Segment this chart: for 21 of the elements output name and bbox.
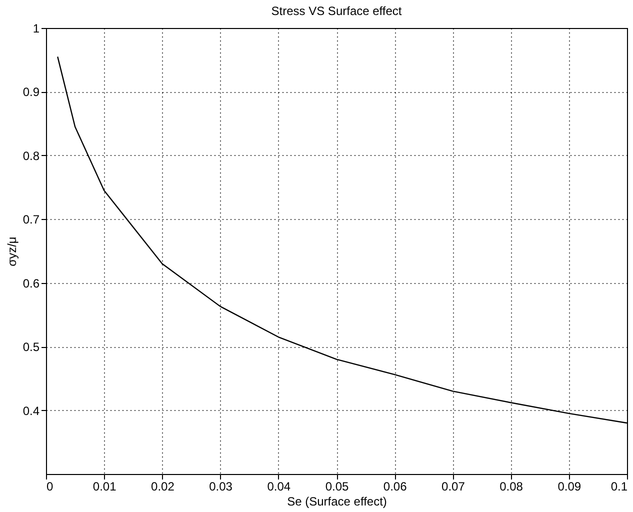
- x-tick-label: 0.08: [500, 480, 524, 494]
- x-tick-label: 0.01: [92, 480, 117, 494]
- y-tick-label: 0.9: [22, 85, 40, 100]
- x-tick-label: 0: [46, 480, 54, 494]
- x-tick-label: 0.1: [610, 480, 628, 494]
- y-tick-label: 0.7: [22, 212, 40, 227]
- x-axis-title: Se (Surface effect): [287, 494, 387, 508]
- x-tick-label: 0.04: [267, 480, 291, 494]
- y-tick-label: 1: [32, 22, 40, 36]
- chart-title: Stress VS Surface effect: [271, 4, 402, 18]
- y-axis-title: σyz/μ: [4, 236, 19, 266]
- x-tick-label: 0.02: [151, 480, 175, 494]
- x-tick-label: 0.03: [209, 480, 233, 494]
- y-tick-label: 0.6: [22, 276, 40, 290]
- x-tick-label: 0.05: [325, 480, 349, 494]
- x-tick-label: 0.07: [442, 480, 466, 494]
- y-tick-label: 0.8: [22, 148, 40, 163]
- y-tick-label: 0.5: [22, 340, 40, 354]
- x-tick-label: 0.09: [558, 480, 582, 494]
- y-tick-label: 0.4: [22, 404, 40, 418]
- x-tick-label: 0.06: [383, 480, 408, 494]
